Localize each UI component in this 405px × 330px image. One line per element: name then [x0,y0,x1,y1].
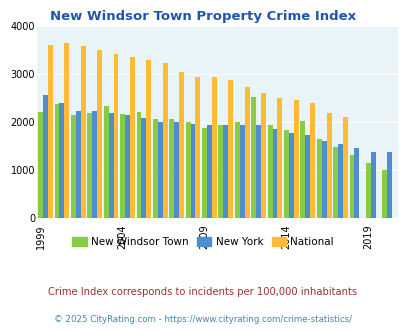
Bar [365,163,370,218]
Bar [211,77,216,218]
Bar [228,80,232,218]
Bar [277,98,281,218]
Bar [386,152,391,218]
Bar [305,136,309,218]
Bar [174,122,179,218]
Bar [316,139,321,218]
Bar [272,129,277,218]
Bar [337,144,342,218]
Bar [48,45,53,218]
Bar [293,100,298,218]
Bar [153,119,158,218]
Text: © 2025 CityRating.com - https://www.cityrating.com/crime-statistics/: © 2025 CityRating.com - https://www.city… [54,315,351,324]
Bar [223,125,228,218]
Bar [202,128,207,218]
Bar [87,113,92,218]
Bar [60,103,64,218]
Bar [382,170,386,218]
Bar [326,114,331,218]
Bar [321,141,326,218]
Bar [195,77,200,218]
Bar [158,122,162,218]
Bar [251,97,256,218]
Bar [103,106,109,218]
Text: New Windsor Town Property Crime Index: New Windsor Town Property Crime Index [50,10,355,23]
Bar [169,119,174,218]
Bar [179,72,183,218]
Bar [109,113,113,218]
Bar [342,117,347,218]
Bar [97,50,102,218]
Bar [125,115,130,218]
Bar [92,111,97,218]
Bar [267,125,272,218]
Legend: New Windsor Town, New York, National: New Windsor Town, New York, National [68,233,337,251]
Bar [207,125,211,218]
Bar [349,155,354,218]
Bar [354,148,358,218]
Bar [370,152,375,218]
Bar [54,104,60,218]
Bar [333,147,337,218]
Bar [288,133,293,218]
Bar [141,118,146,218]
Bar [76,111,81,218]
Bar [234,122,239,218]
Bar [185,122,190,218]
Bar [239,125,244,218]
Bar [113,54,118,218]
Bar [64,43,69,218]
Bar [38,112,43,218]
Bar [190,124,195,218]
Bar [71,115,76,218]
Bar [120,115,125,218]
Bar [256,125,260,218]
Bar [146,60,151,218]
Bar [283,130,288,218]
Bar [162,63,167,218]
Bar [218,125,223,218]
Bar [260,93,265,218]
Bar [130,57,134,218]
Bar [43,95,48,218]
Bar [300,121,305,218]
Bar [309,103,314,218]
Bar [81,46,85,218]
Bar [136,112,141,218]
Bar [244,87,249,218]
Text: Crime Index corresponds to incidents per 100,000 inhabitants: Crime Index corresponds to incidents per… [48,287,357,297]
